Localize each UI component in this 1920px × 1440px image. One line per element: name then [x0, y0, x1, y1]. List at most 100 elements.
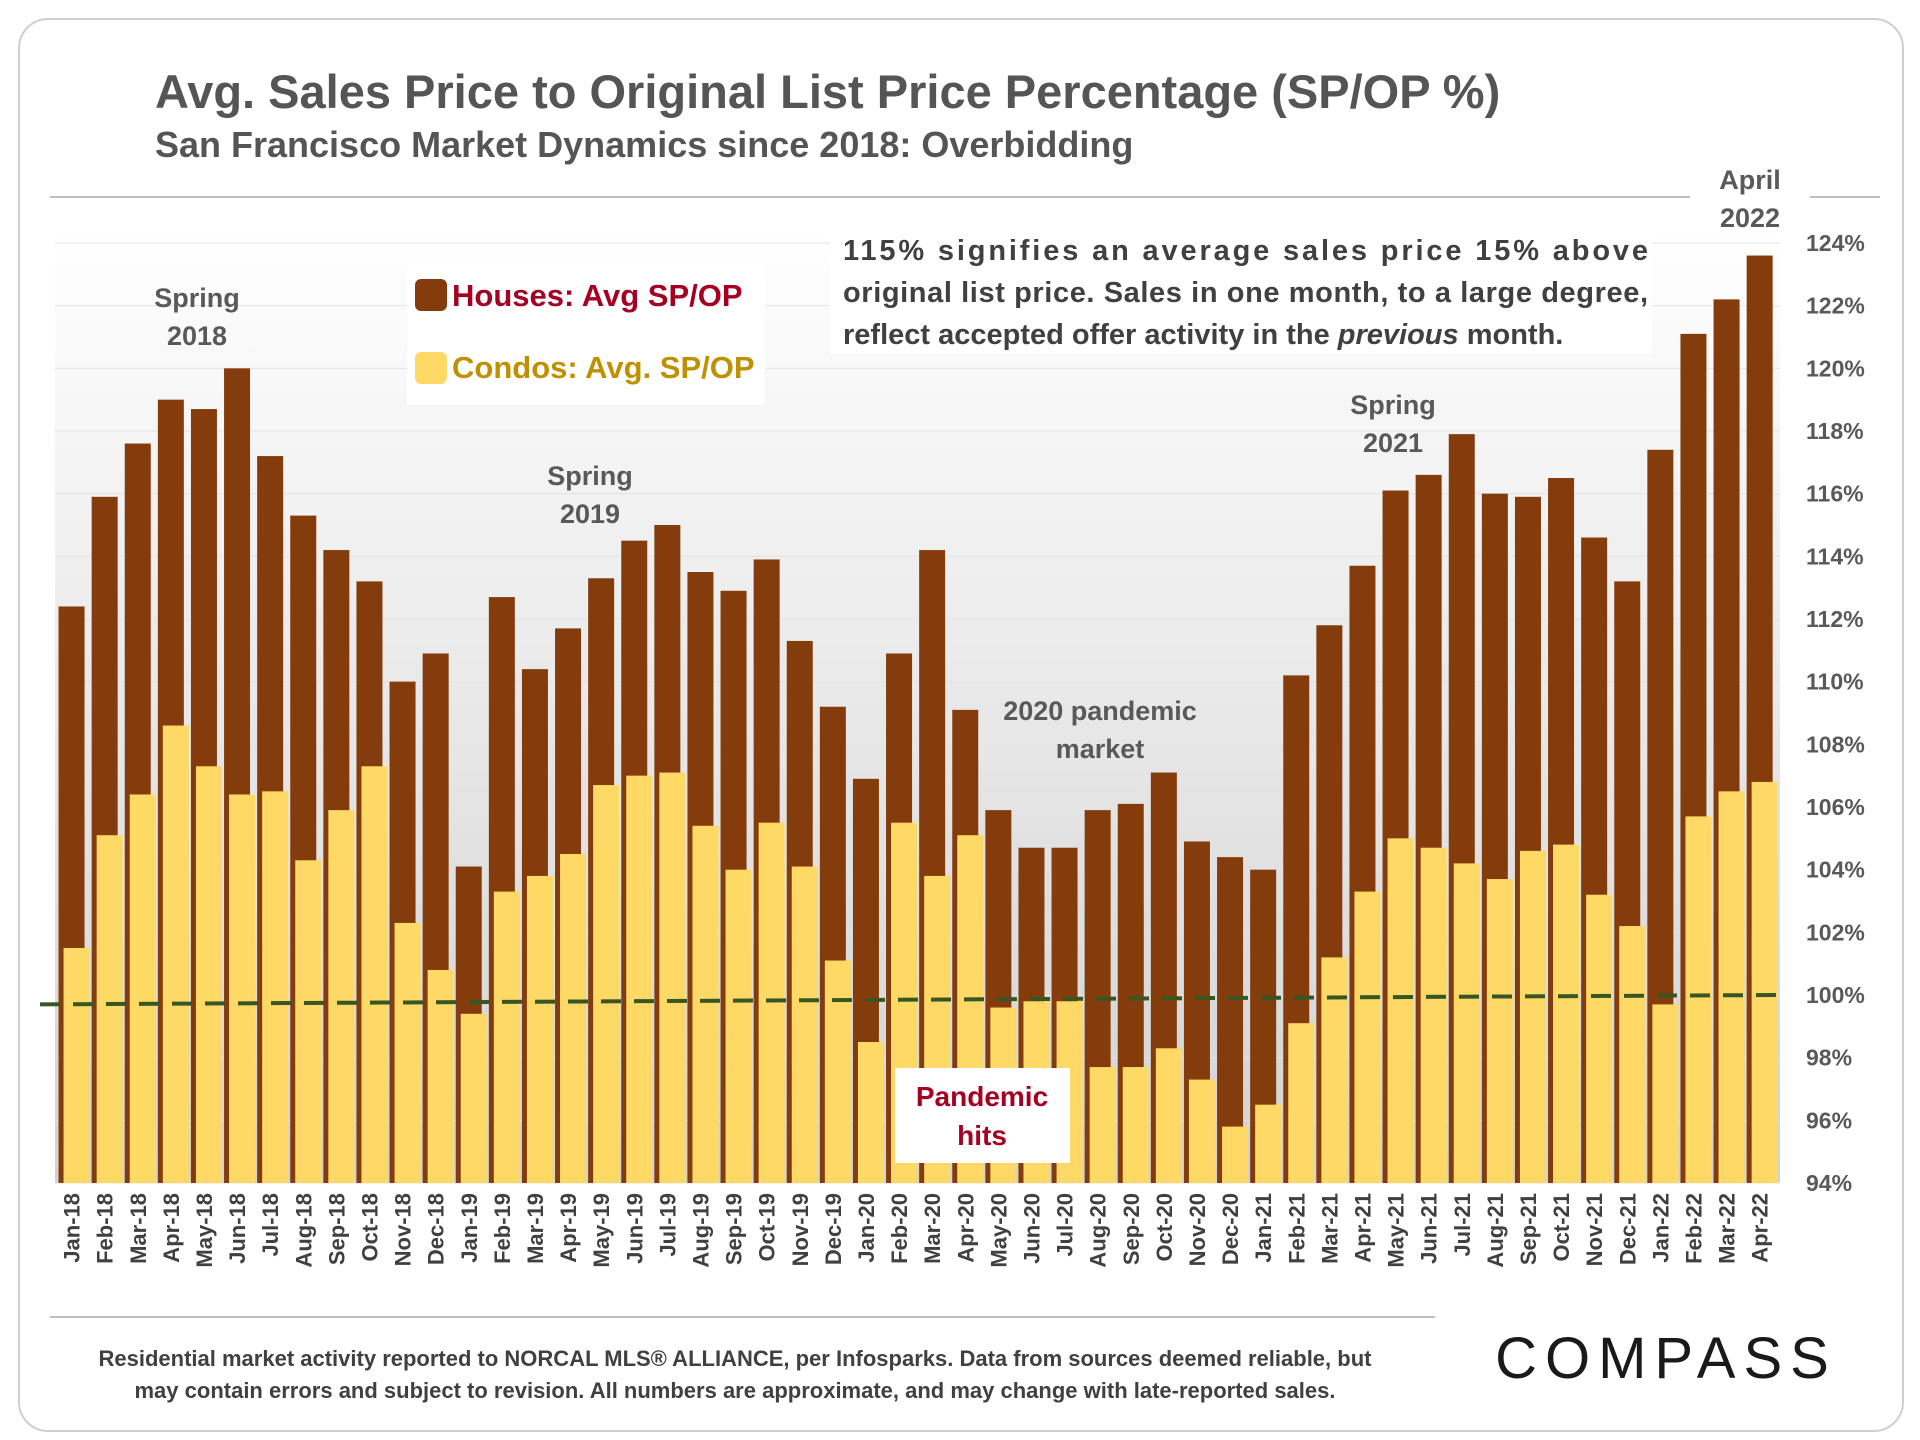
note-line-2: original list price. Sales in one month,…: [843, 277, 1648, 309]
condo-bar: [1288, 1023, 1315, 1183]
annotation-spring-2021-line1: Spring: [1350, 390, 1436, 420]
chart-subtitle: San Francisco Market Dynamics since 2018…: [155, 124, 1133, 165]
x-tick-label: Jan-19: [457, 1193, 482, 1263]
y-tick-label: 118%: [1806, 418, 1864, 444]
y-tick-label: 98%: [1806, 1045, 1852, 1071]
x-tick-label: Nov-21: [1582, 1193, 1607, 1266]
condo-bar: [328, 810, 355, 1183]
y-tick-label: 104%: [1806, 857, 1865, 883]
x-tick-label: Jun-18: [225, 1193, 250, 1264]
x-tick-label: Jan-22: [1648, 1193, 1673, 1263]
condo-bar: [1420, 847, 1447, 1183]
x-tick-label: Jan-20: [854, 1193, 879, 1263]
annotation-april-2022-line1: April: [1719, 165, 1781, 195]
condo-bar: [1751, 781, 1778, 1183]
y-tick-label: 120%: [1806, 355, 1865, 381]
annotation-spring-2018-line2: 2018: [167, 321, 227, 351]
condo-bar: [63, 948, 90, 1183]
x-tick-label: Jul-21: [1450, 1193, 1475, 1257]
note-italic-word: previous: [1337, 319, 1459, 351]
annotation-spring-2021-line2: 2021: [1363, 428, 1423, 458]
y-tick-label: 94%: [1806, 1170, 1852, 1196]
x-tick-label: Jul-18: [258, 1193, 283, 1257]
y-tick-label: 122%: [1806, 293, 1865, 319]
condo-bar: [1089, 1067, 1116, 1183]
x-tick-label: Jul-19: [655, 1193, 680, 1257]
x-tick-label: May-18: [192, 1193, 217, 1268]
x-tick-label: Jan-21: [1251, 1193, 1276, 1263]
y-tick-label: 110%: [1806, 669, 1864, 695]
condo-bar: [1387, 838, 1414, 1183]
condo-bar: [791, 866, 818, 1183]
note-box: [830, 222, 1652, 354]
x-tick-label: Aug-19: [688, 1193, 713, 1268]
x-tick-label: Oct-20: [1152, 1193, 1177, 1261]
x-tick-label: Dec-20: [1218, 1193, 1243, 1265]
condo-bar: [195, 766, 222, 1183]
annotation-spring-2019-line1: Spring: [547, 461, 633, 491]
condo-bar: [493, 891, 520, 1183]
condo-bar: [129, 794, 156, 1183]
legend-houses-label: Houses: Avg SP/OP: [452, 278, 743, 313]
condo-bar: [1486, 879, 1513, 1183]
condo-bar: [1222, 1126, 1249, 1183]
condo-bar: [857, 1042, 884, 1183]
x-tick-label: Dec-21: [1615, 1193, 1640, 1265]
x-tick-label: Feb-22: [1681, 1193, 1706, 1264]
condo-bar: [162, 725, 189, 1183]
condo-bar: [1122, 1067, 1149, 1183]
footer-line-2: may contain errors and subject to revisi…: [135, 1378, 1336, 1403]
condo-bar: [626, 775, 653, 1183]
annotation-pandemic-hits-line1: Pandemic: [916, 1081, 1048, 1112]
x-tick-label: Sep-19: [722, 1193, 747, 1265]
x-tick-label: May-19: [589, 1193, 614, 1268]
x-tick-label: Apr-19: [556, 1193, 581, 1263]
condo-bar: [560, 854, 587, 1183]
x-tick-label: Dec-19: [821, 1193, 846, 1265]
condo-bar: [1155, 1048, 1182, 1183]
y-tick-label: 96%: [1806, 1107, 1852, 1133]
note-line-3-start: reflect accepted offer activity in the: [843, 319, 1338, 351]
annotation-pandemic-hits-line2: hits: [957, 1120, 1007, 1151]
x-tick-label: Dec-18: [424, 1193, 449, 1265]
x-tick-label: Aug-21: [1483, 1193, 1508, 1268]
x-tick-label: Aug-18: [291, 1193, 316, 1268]
condo-bar: [1553, 844, 1580, 1183]
x-tick-label: Mar-20: [920, 1193, 945, 1264]
condo-bar: [659, 772, 686, 1183]
condo-bar: [1586, 894, 1613, 1183]
condo-bar: [394, 922, 421, 1183]
annotation-april-2022-line2: 2022: [1720, 203, 1780, 233]
chart-title: Avg. Sales Price to Original List Price …: [155, 65, 1500, 118]
x-tick-label: Jun-21: [1417, 1193, 1442, 1264]
condo-bar: [262, 791, 289, 1183]
x-tick-label: Oct-18: [357, 1193, 382, 1261]
legend-condos-label: Condos: Avg. SP/OP: [452, 350, 755, 385]
y-axis-ticks: 94% 96% 98% 100% 102% 104% 106% 108% 110% 112% 114…: [1806, 230, 1865, 1196]
x-tick-label: Feb-20: [887, 1193, 912, 1264]
condo-bar: [96, 835, 123, 1183]
x-tick-label: Nov-18: [391, 1193, 416, 1266]
x-tick-label: Mar-19: [523, 1193, 548, 1264]
annotation-pandemic-market-line1: 2020 pandemic: [1003, 696, 1197, 726]
y-tick-label: 102%: [1806, 919, 1865, 945]
annotation-spring-2019-line2: 2019: [560, 499, 620, 529]
note-line-1: 115% signifies an average sales price 15…: [843, 235, 1648, 267]
x-tick-label: Jun-20: [1019, 1193, 1044, 1264]
pandemic-hits-box: [895, 1068, 1070, 1163]
condos-series: [63, 725, 1778, 1183]
condo-bar: [526, 875, 553, 1183]
condo-bar: [460, 1013, 487, 1183]
y-tick-label: 116%: [1806, 481, 1864, 507]
x-tick-label: Feb-18: [93, 1193, 118, 1264]
condo-bar: [1453, 863, 1480, 1183]
condo-bar: [295, 860, 322, 1183]
legend-condos-swatch: [415, 352, 447, 384]
note-line-3: reflect accepted offer activity in the p…: [843, 319, 1563, 351]
condo-bar: [593, 785, 620, 1183]
condo-bar: [1718, 791, 1745, 1183]
x-tick-label: Mar-21: [1317, 1193, 1342, 1264]
x-tick-label: Nov-19: [788, 1193, 813, 1266]
x-tick-label: May-21: [1384, 1193, 1409, 1268]
